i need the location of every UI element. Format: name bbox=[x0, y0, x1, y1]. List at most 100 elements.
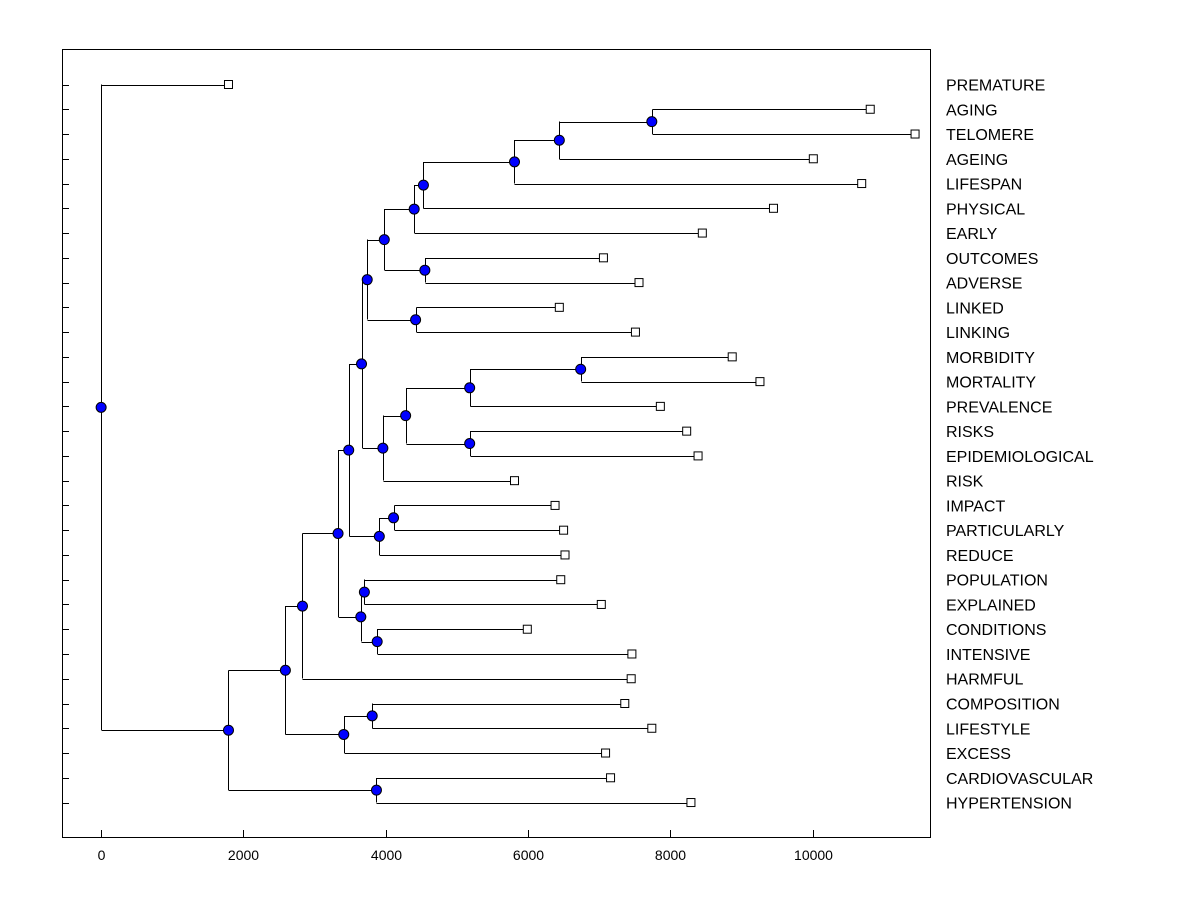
node-marker bbox=[388, 512, 400, 524]
node-marker bbox=[575, 363, 587, 375]
leaf-marker bbox=[910, 129, 920, 139]
node-marker bbox=[355, 611, 367, 623]
node-marker bbox=[378, 234, 390, 246]
node-marker bbox=[373, 530, 385, 542]
leaf-marker bbox=[598, 253, 608, 263]
node-marker bbox=[464, 382, 476, 394]
node-marker bbox=[366, 710, 378, 722]
leaf-marker bbox=[556, 575, 566, 585]
node-marker bbox=[408, 203, 420, 215]
leaf-marker bbox=[693, 451, 703, 461]
branches bbox=[101, 84, 916, 804]
leaf-label: EARLY bbox=[946, 226, 998, 243]
leaf-label: ADVERSE bbox=[946, 276, 1022, 293]
x-tick-label: 10000 bbox=[794, 847, 833, 863]
leaf-marker bbox=[655, 401, 665, 411]
node-marker bbox=[508, 156, 520, 168]
node-marker bbox=[417, 179, 429, 191]
node-marker bbox=[410, 314, 422, 326]
leaf-label: EXPLAINED bbox=[946, 597, 1036, 614]
leaf-marker bbox=[682, 426, 692, 436]
leaf-marker bbox=[554, 302, 564, 312]
x-axis: 0 2000 4000 6000 8000 10000 bbox=[98, 830, 833, 863]
leaf-label: PHYSICAL bbox=[946, 201, 1025, 218]
leaf-label: HARMFUL bbox=[946, 672, 1023, 689]
leaf-marker bbox=[550, 500, 560, 510]
leaf-marker bbox=[634, 278, 644, 288]
leaf-marker bbox=[768, 203, 778, 213]
node-marker bbox=[400, 410, 412, 422]
leaf-ticks bbox=[62, 85, 69, 804]
leaf-label: LINKED bbox=[946, 300, 1004, 317]
leaf-label: MORBIDITY bbox=[946, 350, 1035, 367]
leaf-marker bbox=[522, 624, 532, 634]
node-marker bbox=[356, 358, 368, 370]
node-marker bbox=[419, 264, 431, 276]
x-tick-label: 0 bbox=[98, 847, 106, 863]
node-marker bbox=[371, 636, 383, 648]
leaf-marker bbox=[606, 773, 616, 783]
leaf-marker bbox=[223, 80, 233, 89]
leaf-marker bbox=[509, 476, 519, 486]
node-marker bbox=[332, 527, 344, 539]
leaf-label: LINKING bbox=[946, 325, 1010, 342]
x-tick-label: 4000 bbox=[371, 847, 402, 863]
leaf-label: LIFESPAN bbox=[946, 177, 1022, 194]
leaf-marker bbox=[620, 699, 630, 708]
leaf-marker bbox=[697, 228, 707, 238]
node-marker bbox=[338, 728, 350, 740]
leaf-marker bbox=[596, 599, 606, 609]
leaf-marker bbox=[755, 377, 765, 387]
node-marker bbox=[296, 600, 308, 612]
node-marker bbox=[370, 784, 382, 796]
leaf-label: AGING bbox=[946, 102, 998, 119]
node-marker bbox=[361, 274, 373, 286]
leaf-marker bbox=[630, 327, 640, 337]
node-marker bbox=[553, 134, 565, 146]
leaf-marker bbox=[686, 798, 696, 808]
leaf-label: RISK bbox=[946, 474, 984, 491]
leaf-marker bbox=[865, 104, 875, 114]
leaf-marker bbox=[808, 154, 818, 164]
leaf-label: PARTICULARLY bbox=[946, 523, 1065, 540]
node-marker bbox=[279, 664, 291, 676]
leaf-label: CONDITIONS bbox=[946, 622, 1046, 639]
leaf-label: INTENSIVE bbox=[946, 647, 1030, 664]
leaf-label: MORTALITY bbox=[946, 375, 1036, 392]
leaf-label: EXCESS bbox=[946, 746, 1011, 763]
leaf-marker bbox=[559, 525, 569, 535]
node-marker bbox=[343, 444, 355, 456]
leaf-label: COMPOSITION bbox=[946, 697, 1060, 714]
leaf-marker bbox=[560, 550, 570, 560]
leaf-marker bbox=[857, 179, 867, 189]
leaf-label: RISKS bbox=[946, 424, 994, 441]
node-marker bbox=[358, 586, 370, 598]
plot-frame bbox=[62, 49, 931, 838]
leaf-label: TELOMERE bbox=[946, 127, 1034, 144]
leaf-marker bbox=[727, 352, 737, 362]
node-marker bbox=[464, 438, 476, 450]
x-tick-label: 6000 bbox=[513, 847, 544, 863]
leaf-marker bbox=[601, 748, 611, 758]
leaf-label: CARDIOVASCULAR bbox=[946, 771, 1093, 788]
leaf-label: HYPERTENSION bbox=[946, 796, 1072, 813]
leaf-label: POPULATION bbox=[946, 573, 1048, 590]
node-marker bbox=[377, 442, 389, 454]
markers bbox=[95, 80, 920, 808]
node-marker bbox=[222, 724, 234, 736]
leaf-label: LIFESTYLE bbox=[946, 721, 1030, 738]
leaf-marker bbox=[627, 649, 637, 659]
leaf-marker bbox=[626, 674, 636, 684]
leaf-label: REDUCE bbox=[946, 548, 1014, 565]
leaf-marker bbox=[647, 723, 657, 733]
leaf-label: AGEING bbox=[946, 152, 1008, 169]
leaf-label: EPIDEMIOLOGICAL bbox=[946, 449, 1094, 466]
leaf-label: OUTCOMES bbox=[946, 251, 1038, 268]
x-tick-label: 8000 bbox=[655, 847, 686, 863]
leaf-labels: PREMATURE AGING TELOMERE AGEING LIFESPAN PHYS… bbox=[946, 78, 1094, 813]
leaf-label: PREMATURE bbox=[946, 78, 1045, 95]
leaf-label: PREVALENCE bbox=[946, 399, 1052, 416]
node-marker bbox=[646, 116, 658, 128]
x-tick-label: 2000 bbox=[228, 847, 259, 863]
